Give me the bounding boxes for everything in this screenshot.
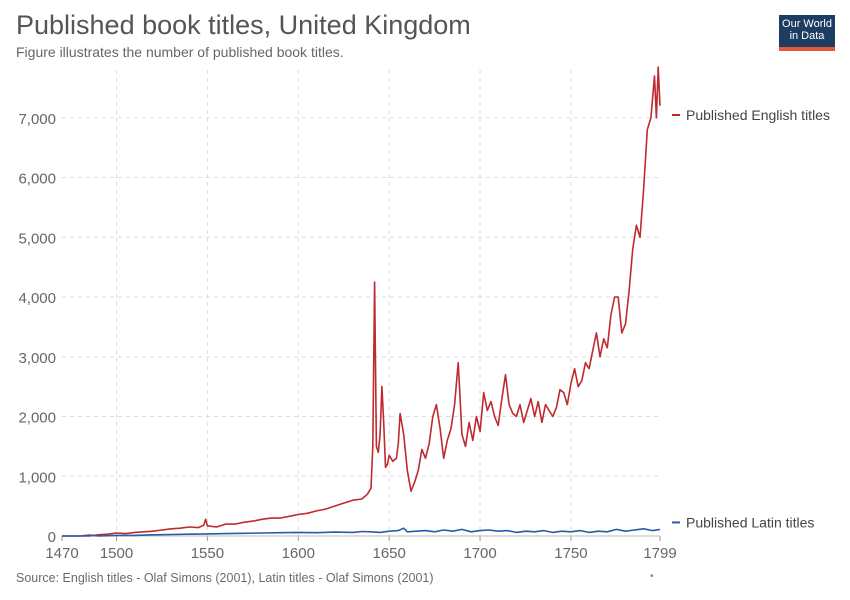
chart-title: Published book titles, United Kingdom bbox=[16, 10, 471, 40]
y-tick-label: 7,000 bbox=[18, 111, 56, 128]
y-tick-label: 5,000 bbox=[18, 230, 56, 247]
y-tick-label: 4,000 bbox=[18, 290, 56, 307]
x-tick-label: 1799 bbox=[643, 545, 676, 562]
source-note: Source: English titles - Olaf Simons (20… bbox=[16, 571, 434, 585]
y-tick-label: 3,000 bbox=[18, 350, 56, 367]
x-tick-label: 1470 bbox=[45, 545, 78, 562]
series-line-latin bbox=[62, 527, 661, 537]
chart-subtitle: Figure illustrates the number of publish… bbox=[16, 44, 344, 60]
owid-logo[interactable]: Our World in Data bbox=[779, 15, 835, 51]
footer-dot: • bbox=[650, 571, 654, 582]
y-tick-label: 2,000 bbox=[18, 410, 56, 427]
y-tick-label: 6,000 bbox=[18, 171, 56, 188]
logo-accent-bar bbox=[779, 47, 835, 51]
logo-line-2: in Data bbox=[789, 30, 825, 42]
y-tick-label: 1,000 bbox=[18, 469, 56, 486]
legend-label-latin: Published Latin titles bbox=[686, 514, 814, 530]
series-line-english bbox=[62, 66, 661, 537]
x-tick-label: 1500 bbox=[100, 545, 133, 562]
logo-line-1: Our World bbox=[782, 18, 832, 30]
x-tick-label: 1700 bbox=[463, 545, 496, 562]
x-tick-label: 1550 bbox=[191, 545, 224, 562]
x-tick-label: 1650 bbox=[372, 545, 405, 562]
legend-label-english: Published English titles bbox=[686, 107, 830, 123]
x-tick-label: 1600 bbox=[282, 545, 315, 562]
x-tick-label: 1750 bbox=[554, 545, 587, 562]
y-tick-label: 0 bbox=[48, 529, 56, 546]
